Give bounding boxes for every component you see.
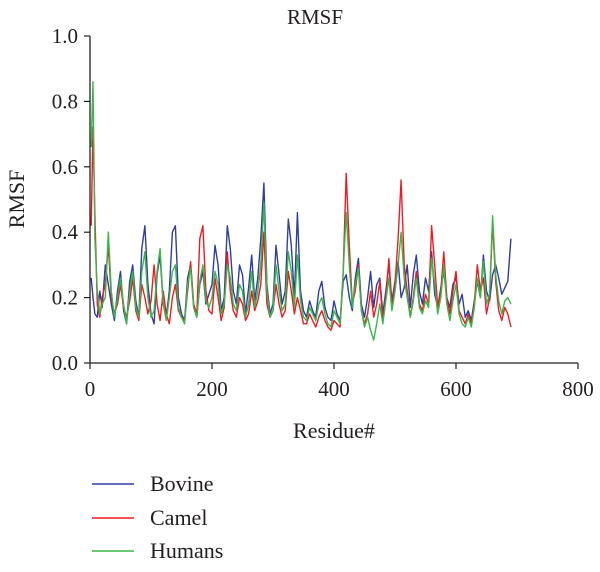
x-tick-label: 0	[85, 377, 96, 401]
y-axis-ticks: 0.0 0.2 0.4 0.6 0.8 1.0	[52, 24, 90, 375]
series-line-humans	[90, 81, 512, 341]
y-tick-label: 0.8	[52, 89, 78, 113]
plot-area	[90, 81, 512, 341]
x-tick-label: 800	[562, 377, 594, 401]
x-axis-title: Residue#	[293, 418, 375, 443]
y-axis-title: RMSF	[4, 170, 29, 229]
y-tick-label: 0.4	[52, 220, 79, 244]
x-tick-label: 200	[196, 377, 228, 401]
y-tick-label: 1.0	[52, 24, 78, 48]
legend-label-humans: Humans	[150, 538, 223, 563]
legend-label-camel: Camel	[150, 505, 207, 530]
x-axis-ticks: 0 200 400 600 800	[85, 363, 594, 401]
series-line-camel	[90, 126, 512, 331]
x-tick-label: 600	[440, 377, 472, 401]
x-tick-label: 400	[318, 377, 350, 401]
y-tick-label: 0.2	[52, 286, 78, 310]
legend: Bovine Camel Humans	[92, 471, 223, 563]
chart-title: RMSF	[287, 5, 343, 29]
y-tick-label: 0.6	[52, 155, 78, 179]
y-tick-label: 0.0	[52, 351, 78, 375]
legend-label-bovine: Bovine	[150, 471, 214, 496]
